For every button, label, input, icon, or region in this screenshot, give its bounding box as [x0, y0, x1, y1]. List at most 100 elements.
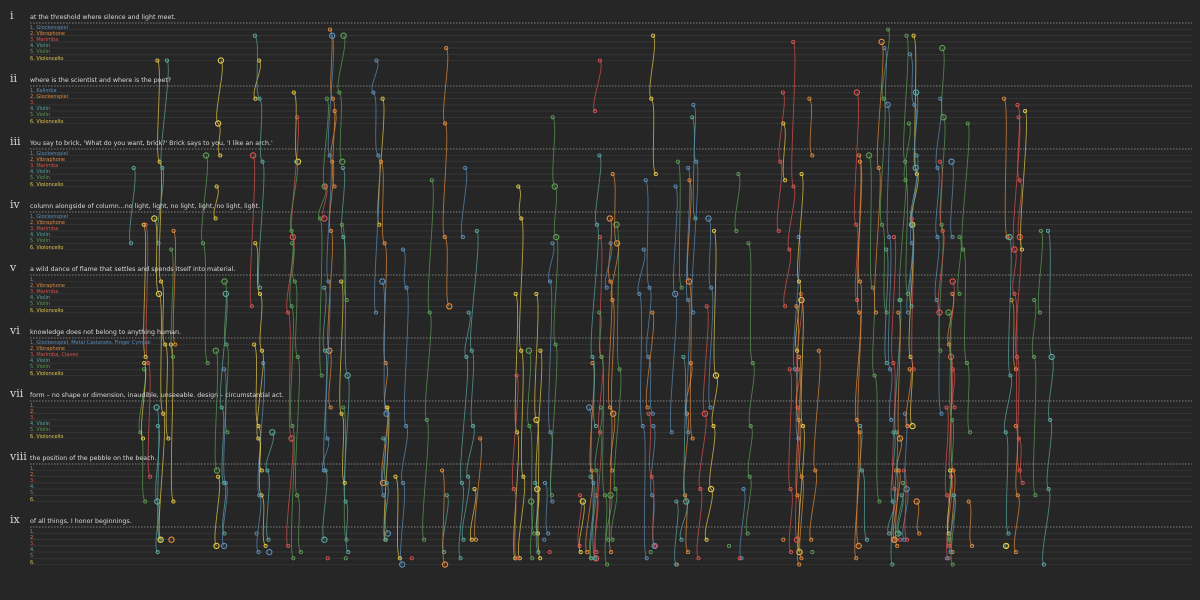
note-circle: [205, 361, 210, 366]
thread-line: [527, 350, 535, 534]
note-circle: [469, 348, 474, 353]
note-circle: [788, 550, 794, 555]
note-circle: [810, 153, 815, 158]
thread-line: [884, 249, 889, 364]
note-circle: [511, 487, 516, 492]
note-circle: [650, 411, 655, 416]
note-circle: [219, 405, 224, 410]
note-circle: [917, 531, 922, 536]
note-circle: [673, 184, 678, 189]
note-circle: [513, 291, 518, 296]
note-circle: [340, 165, 345, 170]
part-label: 6. Violoncello: [30, 307, 64, 314]
thread-line: [458, 312, 471, 559]
movement-numeral: viii: [10, 450, 27, 463]
note-circle: [553, 233, 560, 241]
note-circle: [649, 474, 654, 479]
note-circle: [669, 430, 674, 435]
note-circle: [686, 298, 691, 303]
note-circle: [1045, 228, 1051, 233]
note-circle: [891, 361, 896, 366]
note-circle: [610, 298, 615, 303]
note-circle: [259, 348, 265, 353]
part-label: 5.: [30, 490, 35, 497]
part-label: 3. Marimba: [30, 162, 59, 169]
note-circle: [1016, 115, 1021, 120]
note-circle: [171, 228, 176, 233]
note-circle: [521, 474, 526, 479]
note-circle: [783, 178, 788, 183]
note-circle: [155, 290, 163, 298]
thread-line: [897, 494, 904, 534]
note-circle: [675, 159, 680, 164]
note-circle: [257, 96, 262, 101]
note-circle: [746, 241, 751, 246]
note-circle: [935, 165, 940, 170]
note-circle: [970, 543, 975, 548]
note-circle: [440, 468, 445, 473]
note-circle: [330, 96, 335, 101]
thread-line: [143, 224, 147, 358]
thread-line: [677, 161, 683, 289]
note-circle: [610, 410, 617, 417]
note-circle: [400, 480, 406, 485]
thread-line: [739, 488, 746, 559]
note-circle: [896, 435, 904, 442]
note-circle: [341, 235, 346, 240]
thread-line: [937, 161, 945, 313]
note-circle: [469, 537, 474, 542]
note-circle: [382, 241, 387, 246]
part-label: 3.: [30, 477, 35, 484]
note-circle: [168, 536, 175, 543]
note-circle: [791, 184, 796, 189]
note-circle: [224, 342, 229, 347]
note-circle: [551, 183, 559, 190]
thread-line: [950, 494, 956, 565]
thread-line: [517, 186, 526, 559]
part-label: 3. Marimba: [30, 225, 59, 232]
note-circle: [940, 228, 945, 233]
note-circle: [212, 347, 219, 354]
thread-line: [1042, 230, 1054, 565]
note-circle: [778, 159, 783, 164]
note-circle: [745, 531, 750, 536]
note-circle: [606, 215, 614, 222]
note-circle: [266, 537, 271, 542]
note-circle: [458, 556, 463, 561]
note-circle: [796, 417, 801, 422]
note-circle: [950, 417, 955, 422]
note-circle: [550, 241, 555, 246]
thread-line: [249, 155, 256, 307]
note-circle: [252, 342, 257, 347]
thread-line: [887, 431, 896, 534]
part-label: 1.: [30, 402, 35, 409]
note-circle: [795, 348, 800, 353]
note-circle: [855, 542, 862, 550]
note-circle: [536, 550, 541, 555]
thread-line: [441, 470, 446, 565]
note-circle: [747, 474, 752, 479]
note-circle: [873, 310, 878, 315]
note-circle: [327, 153, 332, 158]
part-label: 2. Vibraphone: [30, 30, 65, 37]
note-circle: [683, 498, 690, 505]
note-circle: [249, 304, 254, 309]
note-circle: [322, 348, 328, 353]
thread-layer: [129, 27, 1055, 568]
note-circle: [645, 405, 650, 410]
thread-line: [322, 287, 328, 541]
thread-line: [874, 41, 884, 313]
thread-line: [329, 29, 336, 187]
thread-line: [683, 362, 693, 553]
note-circle: [1020, 480, 1025, 485]
part-label: 1. Glockenspiel: [30, 213, 69, 220]
note-circle: [701, 410, 709, 417]
thread-line: [214, 476, 221, 547]
note-circle: [935, 235, 940, 240]
note-circle: [404, 285, 409, 290]
thread-line: [577, 494, 583, 547]
note-circle: [646, 411, 651, 416]
thread-line: [593, 60, 602, 112]
note-circle: [225, 430, 230, 435]
note-circle: [155, 58, 160, 63]
